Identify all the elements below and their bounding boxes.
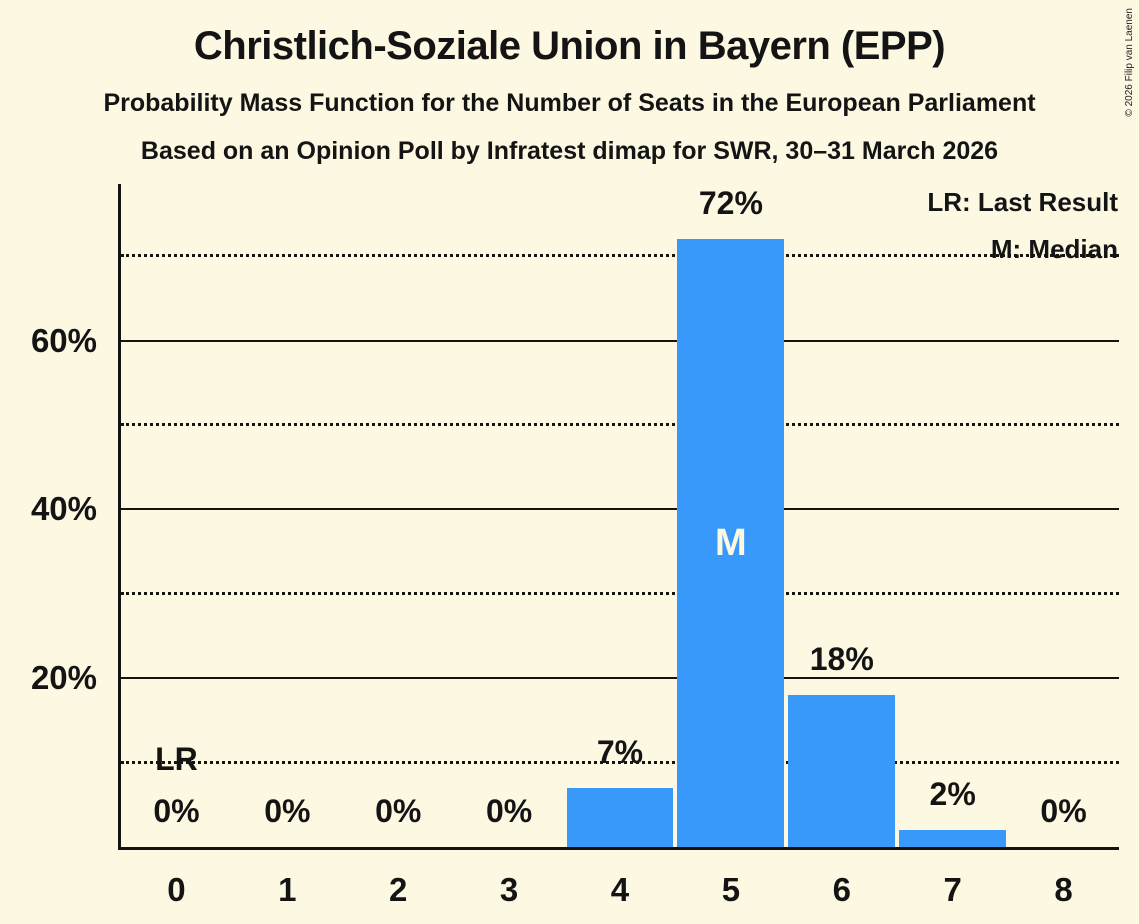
bar-seat-5 (677, 239, 785, 847)
x-tick-4: 4 (610, 871, 630, 908)
gridline-solid-20 (121, 677, 1119, 680)
x-tick-7: 7 (943, 871, 962, 908)
gridline-dotted-70 (121, 254, 1119, 258)
gridline-solid-60 (121, 339, 1119, 342)
gridline-dotted-30 (121, 591, 1119, 595)
bar-value-label-seat-8: 0% (1040, 793, 1087, 829)
chart-subtitle-pmf: Probability Mass Function for the Number… (103, 89, 1036, 117)
x-tick-0: 0 (167, 871, 186, 908)
bar-value-label-seat-1: 0% (264, 793, 311, 829)
y-tick-40%: 40% (30, 490, 97, 528)
y-tick-60%: 60% (30, 321, 97, 359)
legend-median: M: Median (990, 234, 1118, 264)
plot-area: 0% 0% 0% 0% 7% 72% 18% 2% 0% LR M (118, 184, 1119, 850)
copyright-text: © 2026 Filip van Laenen (1124, 8, 1135, 117)
bar-seat-6 (788, 695, 896, 847)
chart-subtitle-poll-source: Based on an Opinion Poll by Infratest di… (140, 137, 999, 165)
last-result-marker-label: LR (155, 741, 198, 777)
x-tick-5: 5 (721, 871, 741, 908)
chart-title: Christlich-Soziale Union in Bayern (EPP) (193, 24, 946, 68)
bar-value-label-seat-5: 72% (698, 185, 763, 222)
x-tick-2: 2 (389, 871, 408, 908)
bar-seat-4 (566, 787, 674, 847)
legend-last-result: LR: Last Result (927, 187, 1118, 217)
bar-value-label-seat-3: 0% (485, 793, 533, 829)
gridline-dotted-10 (121, 760, 1119, 764)
x-tick-3: 3 (499, 871, 519, 908)
y-tick-20%: 20% (30, 659, 97, 697)
x-tick-1: 1 (278, 871, 297, 908)
x-tick-6: 6 (832, 871, 851, 908)
gridline-dotted-50 (121, 423, 1119, 426)
bar-value-label-seat-0: 0% (153, 793, 200, 829)
bar-value-label-seat-7: 2% (929, 776, 976, 813)
median-marker-label: M (715, 522, 747, 565)
bar-value-label-seat-2: 0% (375, 793, 422, 829)
bar-value-label-seat-4: 7% (596, 733, 644, 770)
x-tick-8: 8 (1054, 871, 1073, 908)
gridline-solid-40 (121, 508, 1119, 511)
bar-seat-7 (899, 830, 1007, 847)
copyright-note: © 2026 Filip van Laenen (1124, 8, 1136, 128)
bar-value-label-seat-6: 18% (809, 641, 874, 678)
